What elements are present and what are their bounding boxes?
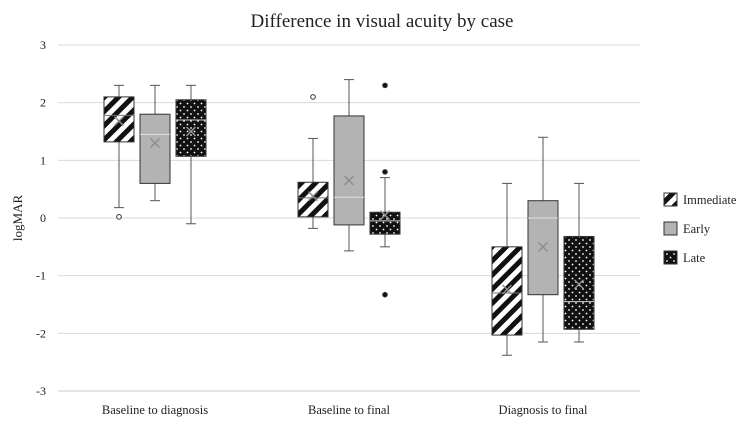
mean-marker (308, 191, 318, 202)
box-late-3 (563, 182, 595, 343)
box-plots (103, 79, 595, 356)
x-tick-label: Baseline to diagnosis (102, 403, 208, 417)
chart-title: Difference in visual acuity by case (251, 11, 514, 32)
legend-label: Immediate (683, 193, 737, 207)
box-immediate-3 (491, 182, 523, 356)
legend-item-early: Early (663, 221, 711, 236)
box-early-3 (527, 136, 559, 343)
y-tick-label: 1 (40, 153, 46, 167)
mean-marker (344, 175, 354, 186)
box-body (297, 181, 329, 218)
legend-swatch (663, 192, 678, 207)
y-tick-label: 3 (40, 38, 46, 52)
mean-marker (186, 126, 196, 137)
box-body (491, 246, 523, 336)
mean-marker (150, 138, 160, 149)
box-late-1 (175, 84, 207, 225)
outlier-point (310, 94, 316, 100)
legend-swatch (663, 221, 678, 236)
legend: Immediate Early Late (663, 192, 737, 265)
y-axis-label: logMAR (10, 195, 25, 242)
box-immediate-1 (103, 84, 135, 220)
x-tick-label: Baseline to final (308, 403, 390, 417)
box-body (333, 115, 365, 226)
box-body (369, 211, 401, 235)
outlier-point (382, 82, 388, 89)
mean-marker (114, 116, 124, 127)
outlier-point (382, 169, 388, 175)
y-axis-ticks: -3 -2 -1 0 1 2 3 (36, 38, 46, 398)
legend-label: Early (683, 222, 711, 236)
box-body (563, 235, 595, 330)
y-tick-label: -1 (36, 269, 46, 283)
y-tick-label: -2 (36, 326, 46, 340)
box-body (139, 113, 171, 184)
legend-item-late: Late (663, 250, 706, 265)
y-tick-label: 0 (40, 211, 46, 225)
box-early-2 (333, 79, 365, 252)
box-early-1 (139, 84, 171, 202)
mean-marker (502, 284, 512, 295)
x-tick-label: Diagnosis to final (499, 403, 588, 417)
mean-marker (538, 241, 548, 252)
outlier-point (116, 214, 122, 220)
box-body (103, 96, 135, 143)
y-tick-label: 2 (40, 96, 46, 110)
x-axis-ticks: Baseline to diagnosis Baseline to final Di… (102, 403, 588, 417)
mean-marker (574, 279, 584, 290)
mean-marker (380, 210, 390, 221)
legend-label: Late (683, 251, 706, 265)
box-late-2 (369, 82, 401, 298)
box-immediate-2 (297, 94, 329, 229)
y-tick-label: -3 (36, 384, 46, 398)
legend-item-immediate: Immediate (663, 192, 737, 207)
outlier-point (382, 291, 388, 298)
legend-swatch (663, 250, 678, 265)
box-body (175, 99, 207, 157)
